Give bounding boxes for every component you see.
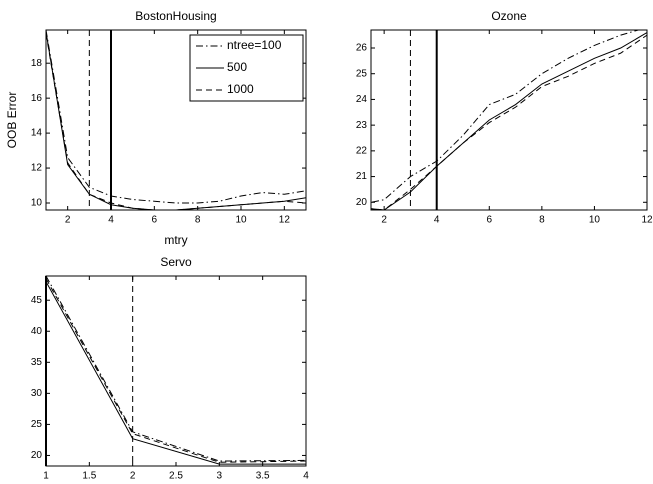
x-tick-label: 3 — [217, 471, 223, 482]
chart-title: BostonHousing — [135, 9, 216, 23]
x-tick-label: 3.5 — [256, 471, 270, 482]
y-tick-label: 12 — [31, 163, 43, 174]
y-tick-label: 30 — [31, 388, 43, 399]
x-tick-label: 8 — [195, 215, 201, 226]
x-tick-label: 2 — [65, 215, 71, 226]
series-line — [46, 30, 306, 204]
x-tick-label: 10 — [589, 215, 601, 226]
y-tick-label: 18 — [31, 58, 43, 69]
y-tick-label: 25 — [31, 419, 43, 430]
y-tick-label: 21 — [356, 171, 368, 182]
series-line — [46, 281, 306, 465]
x-tick-label: 4 — [303, 471, 309, 482]
legend-label: 1000 — [227, 82, 254, 96]
x-tick-label: 12 — [279, 215, 291, 226]
x-tick-label: 2 — [381, 215, 387, 226]
series-line — [46, 278, 306, 463]
x-tick-label: 2 — [130, 471, 136, 482]
plot-frame — [370, 29, 648, 211]
series-line — [371, 32, 647, 210]
x-tick-label: 6 — [487, 215, 493, 226]
x-tick-label: 6 — [152, 215, 158, 226]
y-tick-label: 26 — [356, 43, 368, 54]
plot-frame — [45, 275, 307, 467]
x-tick-label: 1 — [43, 471, 49, 482]
chart-title: Ozone — [491, 9, 527, 23]
y-tick-label: 10 — [31, 198, 43, 209]
chart-title: Servo — [160, 255, 192, 269]
y-tick-label: 40 — [31, 326, 43, 337]
y-tick-label: 16 — [31, 93, 43, 104]
y-tick-label: 20 — [356, 197, 368, 208]
y-tick-label: 25 — [356, 68, 368, 79]
series-line — [371, 34, 647, 210]
x-tick-label: 4 — [434, 215, 440, 226]
y-tick-label: 20 — [31, 450, 43, 461]
x-tick-label: 10 — [235, 215, 247, 226]
x-axis-label: mtry — [164, 233, 187, 247]
plot-frame — [45, 29, 307, 211]
y-tick-label: 24 — [356, 94, 368, 105]
x-tick-label: 12 — [641, 215, 653, 226]
y-tick-label: 22 — [356, 145, 368, 156]
x-tick-label: 2.5 — [169, 471, 183, 482]
y-tick-label: 35 — [31, 357, 43, 368]
x-tick-label: 1.5 — [82, 471, 96, 482]
y-tick-label: 45 — [31, 295, 43, 306]
legend-label: ntree=100 — [227, 38, 282, 52]
series-line — [46, 33, 306, 210]
x-tick-label: 4 — [108, 215, 114, 226]
y-tick-label: 14 — [31, 128, 43, 139]
series-line — [371, 30, 641, 203]
x-tick-label: 8 — [539, 215, 545, 226]
legend-label: 500 — [227, 60, 247, 74]
series-line — [46, 276, 306, 462]
y-tick-label: 23 — [356, 120, 368, 131]
y-axis-label: OOB Error — [5, 92, 19, 149]
